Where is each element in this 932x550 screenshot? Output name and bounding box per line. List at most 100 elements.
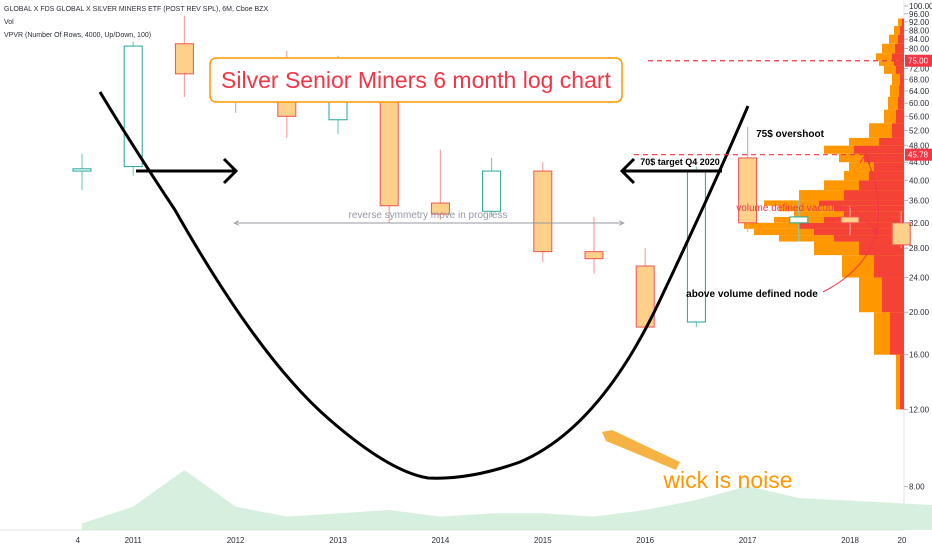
x-tick-label: 2014 <box>432 536 450 545</box>
candle <box>379 71 399 223</box>
candle <box>738 126 758 232</box>
vpvr-bar-down <box>799 222 904 229</box>
vpvr-histogram <box>744 18 904 410</box>
vpvr-bar-down <box>874 162 904 172</box>
vpvr-bar-total <box>882 43 904 54</box>
x-tick-label: 2012 <box>227 536 245 545</box>
vpvr-bar-down <box>899 85 904 97</box>
y-tick-label: 44.00 <box>909 158 930 167</box>
left-level-arrow[interactable] <box>136 157 239 185</box>
candle-body <box>891 222 911 246</box>
candle-body <box>789 216 809 224</box>
vpvr-bar-down <box>894 60 904 66</box>
vpvr-bar-total <box>889 34 904 44</box>
y-tick-label: 68.00 <box>909 75 930 84</box>
vpvr-bar-down <box>874 255 904 278</box>
y-tick-label: 48.00 <box>909 142 930 151</box>
overshoot-label[interactable]: 75$ overshoot <box>756 129 824 140</box>
price-badge <box>905 54 932 67</box>
candle <box>686 166 706 328</box>
y-tick-label: 84.00 <box>909 35 930 44</box>
vpvr-bar-down <box>854 145 904 154</box>
x-tick-label: 20 <box>898 536 907 545</box>
price-labels: 75.00 45.78 <box>905 54 932 161</box>
candle <box>891 211 911 249</box>
candle-body <box>840 216 860 224</box>
y-tick-label: 96.00 <box>909 10 930 19</box>
vpvr-bar-total <box>894 26 904 35</box>
volume-area <box>82 470 932 530</box>
vpvr-bar-down <box>890 312 904 355</box>
vpvr-bar-down <box>892 53 904 61</box>
x-tick-label: 4 <box>76 536 81 545</box>
title-box[interactable] <box>209 57 623 103</box>
symbol-legend[interactable]: GLOBAL X FDS GLOBAL X SILVER MINERS ETF … <box>4 6 269 13</box>
y-tick-label: 52.00 <box>909 126 930 135</box>
vpvr-bar-down <box>882 277 904 313</box>
vpvr-bar-down <box>898 96 904 110</box>
vpvr-bar-down <box>844 211 904 217</box>
x-tick-label: 2015 <box>534 536 552 545</box>
y-tick-label: 88.00 <box>909 26 930 35</box>
y-tick-label: 64.00 <box>909 87 930 96</box>
vpvr-bar-down <box>819 200 904 206</box>
target-arrow[interactable] <box>619 157 722 185</box>
price-badge <box>905 148 932 161</box>
vpvr-bar-down <box>864 153 904 163</box>
cup-curve-drawing[interactable] <box>98 91 750 480</box>
vpvr-bar-down <box>859 180 904 191</box>
y-tick-label: 16.00 <box>909 351 930 360</box>
x-tick-label: 2013 <box>329 536 347 545</box>
price-axis[interactable]: 8.00 12.00 16.00 20.00 24.00 28.00 32.00 36.00 4… <box>904 2 932 492</box>
candle <box>482 157 502 217</box>
symmetry-label[interactable]: reverse symmetry move in progress <box>349 210 508 221</box>
vpvr-bar-down <box>895 43 904 54</box>
candle-body <box>430 202 450 215</box>
y-tick-label: 92.00 <box>909 18 930 27</box>
x-tick-label: 2011 <box>125 536 143 545</box>
chart-title[interactable]: Silver Senior Miners 6 month log chart <box>221 67 611 93</box>
y-tick-label: 8.00 <box>909 483 925 492</box>
y-tick-label: 28.00 <box>909 244 930 253</box>
vpvr-bar-down <box>879 137 904 146</box>
vpvr-bar-down <box>869 171 904 181</box>
vpvr-legend[interactable]: VPVR (Number Of Rows, 4000, Up/Down, 100… <box>4 32 152 39</box>
vpvr-bar-down <box>814 228 904 236</box>
vpvr-bar-down <box>898 34 904 44</box>
candle-body <box>72 168 92 172</box>
volume-legend[interactable]: Vol <box>4 19 14 26</box>
vpvr-bar-total <box>884 65 904 74</box>
candle-body <box>123 45 143 168</box>
vpvr-bar-total <box>890 85 904 97</box>
wick-noise-label[interactable]: wick is noise <box>662 467 792 493</box>
candle-body <box>482 170 502 212</box>
vpvr-bar-total <box>892 73 904 86</box>
vpvr-bar-down <box>900 73 904 86</box>
candle <box>584 216 604 274</box>
vpvr-bar-down <box>834 205 904 212</box>
candle-body <box>174 43 194 75</box>
vpvr-bar-down <box>844 190 904 201</box>
vpvr-bar-total <box>898 18 904 27</box>
price-badge-label: 75.00 <box>908 57 929 66</box>
y-tick-label: 24.00 <box>909 274 930 283</box>
target-label[interactable]: 70$ target Q4 2020 <box>640 157 720 167</box>
candle <box>72 153 92 191</box>
time-axis[interactable]: 4201120122013201420152016201720182019202… <box>76 536 932 545</box>
candle <box>789 200 809 242</box>
candle <box>533 162 553 263</box>
vacuum-arrow-up[interactable] <box>822 155 879 293</box>
vacuum-label[interactable]: volume defined vacuum <box>736 203 842 214</box>
vpvr-bar-down <box>824 216 904 223</box>
vpvr-bar-total <box>876 53 904 61</box>
y-tick-label: 100.00 <box>909 2 932 11</box>
wick-noise-arrow[interactable] <box>602 430 680 470</box>
candle <box>174 15 194 97</box>
y-tick-label: 20.00 <box>909 308 930 317</box>
candle-body <box>533 170 553 253</box>
node-label[interactable]: above volume defined node <box>686 289 818 300</box>
y-tick-label: 56.00 <box>909 112 930 121</box>
candle <box>840 205 860 236</box>
vpvr-bar-down <box>834 235 904 242</box>
